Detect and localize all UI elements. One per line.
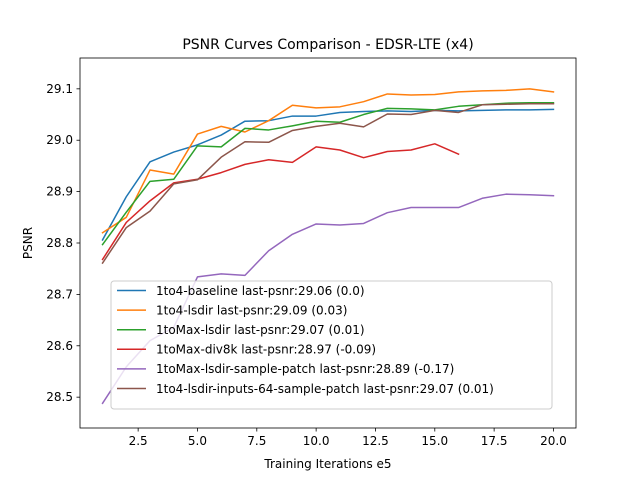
x-tick-label: 2.5 bbox=[129, 434, 148, 448]
y-tick-label: 28.9 bbox=[46, 185, 73, 199]
x-tick-label: 15.0 bbox=[421, 434, 448, 448]
legend-entry: 1toMax-lsdir-sample-patch last-psnr:28.8… bbox=[156, 362, 454, 376]
series-line-2 bbox=[101, 88, 555, 234]
legend-entry: 1toMax-div8k last-psnr:28.97 (-0.09) bbox=[156, 343, 376, 357]
legend-entry: 1toMax-lsdir last-psnr:29.07 (0.01) bbox=[156, 323, 365, 337]
series-line-4 bbox=[101, 143, 460, 261]
y-tick-label: 28.8 bbox=[46, 236, 73, 250]
y-tick-label: 29.0 bbox=[46, 133, 73, 147]
series-line-6 bbox=[101, 102, 555, 265]
y-tick-label: 28.7 bbox=[46, 287, 73, 301]
y-tick-label: 28.5 bbox=[46, 390, 73, 404]
legend-entry: 1to4-lsdir last-psnr:29.09 (0.03) bbox=[156, 303, 347, 317]
series-lines bbox=[101, 88, 555, 405]
x-tick-label: 12.5 bbox=[362, 434, 389, 448]
legend: 1to4-baseline last-psnr:29.06 (0.0) 1to4-… bbox=[110, 280, 553, 410]
x-tick-label: 20.0 bbox=[540, 434, 567, 448]
series-line-3 bbox=[101, 101, 555, 246]
x-axis-label: Training Iterations e5 bbox=[263, 457, 391, 471]
y-tick-label: 29.1 bbox=[46, 82, 73, 96]
series-line-1 bbox=[101, 108, 555, 241]
x-tick-label: 7.5 bbox=[247, 434, 266, 448]
plot-frame bbox=[79, 57, 577, 429]
x-tick-label: 10.0 bbox=[303, 434, 330, 448]
y-tick-label: 28.6 bbox=[46, 339, 73, 353]
legend-entry: 1to4-lsdir-inputs-64-sample-patch last-p… bbox=[156, 382, 494, 396]
axis-ticks: 2.5 5.0 7.5 10.0 12.5 15.0 17.5 20.0 28.5 28.6 28.… bbox=[46, 82, 567, 448]
x-tick-label: 17.5 bbox=[481, 434, 508, 448]
x-tick-label: 5.0 bbox=[188, 434, 207, 448]
legend-box bbox=[110, 280, 553, 410]
legend-entry: 1to4-baseline last-psnr:29.06 (0.0) bbox=[156, 284, 365, 298]
chart-title: PSNR Curves Comparison - EDSR-LTE (x4) bbox=[182, 37, 473, 53]
y-axis-label: PSNR bbox=[21, 227, 35, 259]
